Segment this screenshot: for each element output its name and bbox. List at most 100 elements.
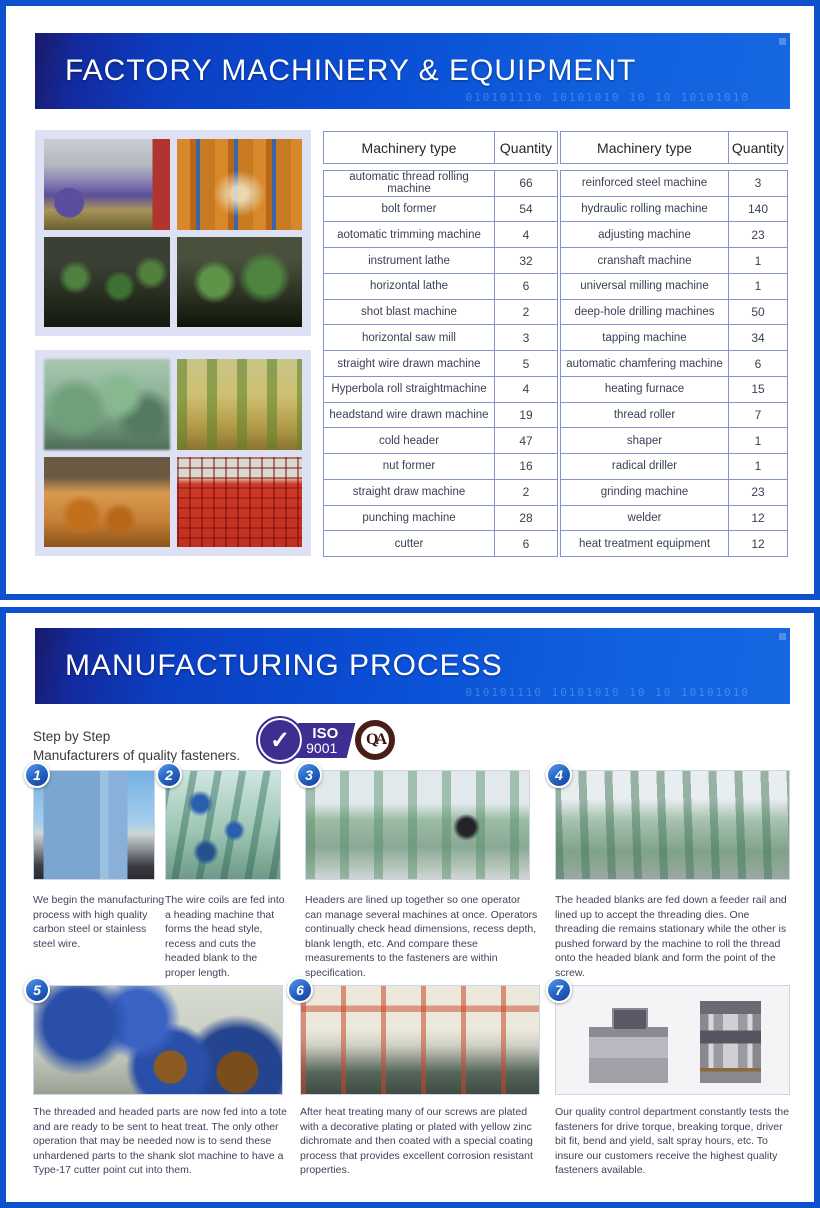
table-row: welder 12 bbox=[561, 504, 787, 531]
step-4-description: The headed blanks are fed down a feeder … bbox=[555, 894, 787, 979]
quantity-cell: 28 bbox=[519, 510, 533, 525]
machinery-type-cell: grinding machine bbox=[561, 479, 729, 505]
quantity-cell: 2 bbox=[522, 305, 530, 320]
step-2-description: The wire coils are fed into a heading ma… bbox=[165, 894, 285, 979]
factory-photo-green-machines-2 bbox=[176, 236, 302, 327]
step-3-photo-header-line bbox=[305, 770, 530, 880]
table-row: reinforced steel machine 3 bbox=[561, 171, 787, 196]
step-5-description: The threaded and headed parts are now fe… bbox=[33, 1106, 287, 1176]
photo-detail-tester bbox=[700, 1001, 762, 1084]
quantity-cell: 4 bbox=[522, 227, 530, 242]
machinery-type-cell: horizontal lathe bbox=[324, 273, 495, 299]
table-row: nut former 16 bbox=[324, 453, 557, 479]
table-row: headstand wire drawn machine 19 bbox=[324, 401, 557, 428]
quantity-cell: 66 bbox=[519, 176, 533, 191]
quantity-cell: 1 bbox=[754, 253, 762, 268]
quantity-cell: 15 bbox=[751, 382, 765, 397]
table-row: shot blast machine 2 bbox=[324, 298, 557, 325]
table-row: grinding machine 23 bbox=[561, 478, 787, 505]
machinery-type-cell: tapping machine bbox=[561, 325, 729, 351]
quantity-cell: 12 bbox=[751, 510, 765, 525]
quantity-cell: 23 bbox=[751, 227, 765, 242]
machinery-type-cell: heating furnace bbox=[561, 376, 729, 402]
quantity-cell: 3 bbox=[522, 330, 530, 345]
table-row: horizontal lathe 6 bbox=[324, 272, 557, 299]
machinery-type-cell: welder bbox=[561, 505, 729, 531]
process-intro: Step by Step Manufacturers of quality fa… bbox=[33, 727, 240, 765]
factory-photo-production-line bbox=[44, 139, 170, 230]
step-4-badge: 4 bbox=[546, 762, 572, 788]
machinery-banner-title: FACTORY MACHINERY & EQUIPMENT bbox=[65, 54, 637, 87]
quantity-cell: 12 bbox=[751, 536, 765, 551]
step-7-description: Our quality control department constantl… bbox=[555, 1106, 790, 1176]
quantity-cell: 6 bbox=[522, 279, 530, 294]
step-1-badge: 1 bbox=[24, 762, 50, 788]
machinery-type-cell: deep-hole drilling machines bbox=[561, 299, 729, 325]
table-row: horizontal saw mill 3 bbox=[324, 324, 557, 351]
factory-photo-red-racks bbox=[176, 456, 302, 547]
qa-seal-icon: QA bbox=[355, 720, 395, 760]
step-6-badge: 6 bbox=[287, 977, 313, 1003]
quantity-cell: 1 bbox=[754, 279, 762, 294]
machinery-type-cell: automatic thread rolling machine bbox=[324, 171, 495, 196]
step-6-photo-plating-line bbox=[300, 985, 540, 1095]
table-header-row: Machinery type Quantity bbox=[323, 131, 558, 164]
machinery-type-cell: straight wire drawn machine bbox=[324, 351, 495, 376]
factory-photo-collage-bottom bbox=[35, 350, 311, 556]
table-body: reinforced steel machine 3 hydraulic rolli… bbox=[560, 170, 788, 557]
machinery-type-cell: instrument lathe bbox=[324, 248, 495, 273]
factory-photo-drilling-machines bbox=[176, 359, 302, 450]
quantity-cell: 140 bbox=[747, 202, 769, 217]
process-banner: MANUFACTURING PROCESS 010101110 10101010… bbox=[35, 628, 790, 704]
table-row: straight wire drawn machine 5 bbox=[324, 350, 557, 376]
table-body: automatic thread rolling machine 66 bolt f… bbox=[323, 170, 558, 557]
table-row: tapping machine 34 bbox=[561, 324, 787, 351]
quantity-cell: 5 bbox=[522, 356, 530, 371]
machinery-type-header: Machinery type bbox=[324, 132, 495, 163]
table-row: deep-hole drilling machines 50 bbox=[561, 298, 787, 325]
machinery-type-cell: aotomatic trimming machine bbox=[324, 222, 495, 248]
table-row: automatic thread rolling machine 66 bbox=[324, 171, 557, 196]
quantity-cell: 1 bbox=[754, 433, 762, 448]
table-row: thread roller 7 bbox=[561, 401, 787, 428]
machinery-type-cell: cranshaft machine bbox=[561, 248, 729, 273]
iso-label: ISO bbox=[312, 724, 339, 742]
table-row: radical driller 1 bbox=[561, 453, 787, 479]
table-row: punching machine 28 bbox=[324, 504, 557, 531]
machinery-type-cell: Hyperbola roll straightmachine bbox=[324, 376, 495, 402]
step-6-description: After heat treating many of our screws a… bbox=[300, 1106, 533, 1176]
step-7-badge: 7 bbox=[546, 977, 572, 1003]
iso-9001-logo: ✓ ISO 9001 bbox=[256, 716, 356, 764]
quantity-header: Quantity bbox=[499, 139, 553, 156]
table-row: aotomatic trimming machine 4 bbox=[324, 221, 557, 248]
table-row: straight draw machine 2 bbox=[324, 478, 557, 505]
quantity-cell: 16 bbox=[519, 459, 533, 474]
table-row: Hyperbola roll straightmachine 4 bbox=[324, 375, 557, 402]
machinery-type-cell: punching machine bbox=[324, 505, 495, 531]
step-5-photo-totes bbox=[33, 985, 283, 1095]
factory-photo-green-machines-1 bbox=[44, 236, 170, 327]
table-row: heating furnace 15 bbox=[561, 375, 787, 402]
machinery-type-cell: cold header bbox=[324, 428, 495, 454]
quantity-cell: 19 bbox=[519, 407, 533, 422]
process-banner-title: MANUFACTURING PROCESS bbox=[65, 649, 503, 682]
step-3-description: Headers are lined up together so one ope… bbox=[305, 894, 538, 979]
photo-detail-console bbox=[588, 1007, 668, 1084]
machinery-type-cell: radical driller bbox=[561, 454, 729, 479]
step-2-photo-heading-machines bbox=[165, 770, 281, 880]
factory-photo-orange-machines bbox=[44, 456, 170, 547]
quantity-cell: 2 bbox=[522, 485, 530, 500]
machinery-type-cell: heat treatment equipment bbox=[561, 531, 729, 557]
step-1-description: We begin the manufacturing process with … bbox=[33, 894, 165, 950]
quantity-cell: 7 bbox=[754, 407, 762, 422]
quantity-cell: 1 bbox=[754, 459, 762, 474]
machinery-type-cell: nut former bbox=[324, 454, 495, 479]
binary-decoration: 010101110 10101010 10 10 10101010 bbox=[465, 686, 750, 699]
quantity-cell: 32 bbox=[519, 253, 533, 268]
step-4-photo-threading-hall bbox=[555, 770, 790, 880]
quantity-cell: 23 bbox=[751, 485, 765, 500]
intro-line-1: Step by Step bbox=[33, 729, 111, 744]
table-row: automatic chamfering machine 6 bbox=[561, 350, 787, 376]
step-2-badge: 2 bbox=[156, 762, 182, 788]
